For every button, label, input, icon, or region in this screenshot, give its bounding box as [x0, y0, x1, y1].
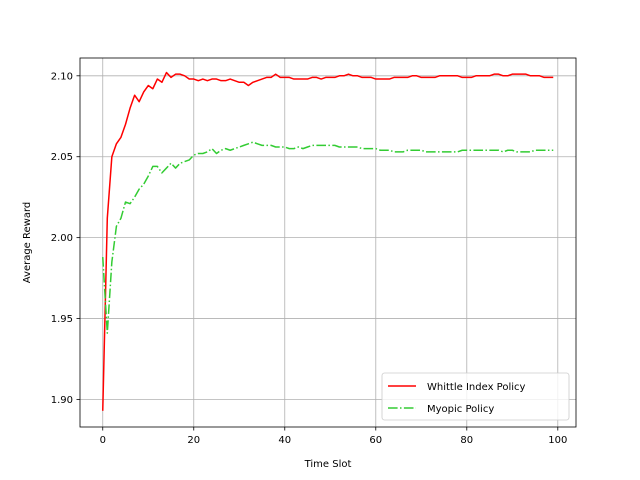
axis-ticks: 0 20 40 60 80 100 1.90 1.95 2.00 2.05 2.10: [51, 71, 568, 446]
grid-lines: [80, 58, 576, 427]
legend-box: [381, 372, 570, 421]
x-tick-label: 100: [548, 435, 567, 446]
x-tick-label: 20: [187, 435, 200, 446]
plot-area-frame: [79, 57, 577, 428]
x-axis-label: Time Slot: [304, 459, 352, 470]
legend: Whittle Index Policy Myopic Policy: [381, 372, 570, 421]
y-tick-label: 2.10: [51, 71, 73, 82]
series-layer: [102, 71, 554, 411]
series-line-2: [102, 141, 554, 334]
x-tick-label: 40: [278, 435, 291, 446]
legend-label: Myopic Policy: [427, 404, 494, 415]
y-axis-label: Average Reward: [22, 202, 33, 283]
x-tick-label: 60: [369, 435, 382, 446]
y-tick-label: 1.95: [51, 314, 73, 325]
y-tick-label: 2.05: [51, 152, 73, 163]
legend-label: Whittle Index Policy: [427, 382, 526, 393]
y-tick-label: 1.90: [51, 395, 73, 406]
x-tick-label: 0: [100, 435, 106, 446]
y-tick-label: 2.00: [51, 233, 73, 244]
series-line-1: [102, 71, 554, 411]
x-tick-label: 80: [460, 435, 473, 446]
